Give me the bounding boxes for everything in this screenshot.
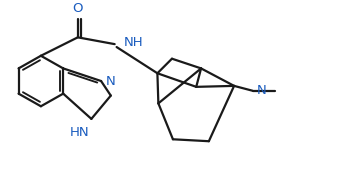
Text: O: O [73,2,83,15]
Text: N: N [256,84,266,97]
Text: NH: NH [123,36,143,49]
Text: N: N [106,76,116,88]
Text: HN: HN [70,126,89,139]
